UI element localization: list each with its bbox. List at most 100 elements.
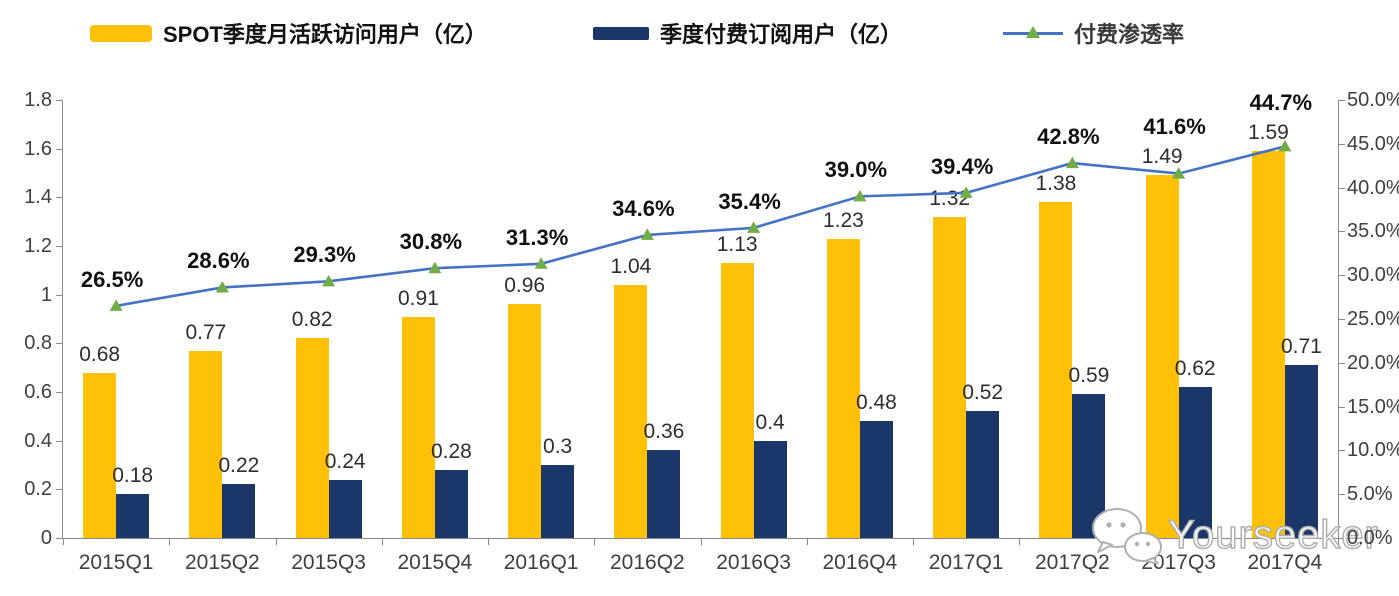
wechat-icon <box>1092 508 1162 564</box>
x-axis-category-label: 2015Q4 <box>397 551 473 574</box>
legend-item-mau: SPOT季度月活跃访问用户（亿） <box>90 18 487 48</box>
label-penetration-2016Q2: 34.6% <box>612 195 675 221</box>
right-axis-tick-label: 20.0% <box>1347 351 1399 374</box>
x-axis-tick <box>275 539 277 545</box>
left-axis-tick <box>56 538 62 539</box>
right-axis-tick <box>1339 275 1345 277</box>
label-mau-2015Q1: 0.68 <box>79 342 121 366</box>
penetration-line <box>109 139 1292 311</box>
label-mau-2016Q3: 1.13 <box>716 233 758 257</box>
bar-mau-2017Q2 <box>1039 202 1073 538</box>
penetration-marker-2017Q1 <box>959 186 973 198</box>
x-axis-category-label: 2015Q3 <box>291 551 366 574</box>
bar-mau-2017Q3 <box>1145 175 1179 538</box>
x-axis-tick <box>700 539 702 545</box>
left-axis-tick <box>56 440 62 442</box>
label-penetration-2016Q4: 39.0% <box>824 157 888 183</box>
watermark-text: Yourseeker <box>1167 512 1379 558</box>
left-axis-tick <box>56 392 62 393</box>
x-axis-category-label: 2017Q2 <box>1035 551 1110 574</box>
label-subs-2015Q1: 0.18 <box>112 464 154 488</box>
label-penetration-2017Q3: 41.6% <box>1143 114 1206 140</box>
right-axis-tick-label: 40.0% <box>1347 176 1399 199</box>
label-mau-2016Q1: 0.96 <box>504 274 546 298</box>
penetration-marker-2015Q1 <box>109 299 123 311</box>
x-axis-category-label: 2017Q4 <box>1247 551 1323 574</box>
label-mau-2017Q4: 1.59 <box>1247 121 1289 145</box>
right-axis-tick-label: 5.0% <box>1347 483 1393 506</box>
right-axis-tick <box>1339 143 1345 145</box>
penetration-marker-2015Q2 <box>215 280 229 293</box>
triangle-marker-icon <box>1026 26 1040 38</box>
label-subs-2016Q2: 0.36 <box>643 420 685 444</box>
bar-subs-2016Q3 <box>753 440 787 538</box>
label-penetration-2015Q4: 30.8% <box>399 229 463 255</box>
label-mau-2015Q2: 0.77 <box>185 320 227 344</box>
left-axis-tick-label: 0 <box>40 527 52 549</box>
bar-mau-2015Q3 <box>295 338 329 538</box>
bar-subs-2015Q4 <box>434 469 468 538</box>
bar-mau-2017Q1 <box>933 216 967 538</box>
bar-subs-2015Q1 <box>116 494 150 538</box>
right-axis-tick <box>1339 362 1345 364</box>
x-axis-tick <box>913 539 914 545</box>
bar-subs-2015Q3 <box>328 479 362 538</box>
penetration-marker-2015Q3 <box>322 274 336 287</box>
label-subs-2015Q2: 0.22 <box>218 454 260 478</box>
x-axis-tick <box>1019 539 1021 545</box>
x-axis-tick <box>488 539 489 545</box>
legend-label-mau: SPOT季度月活跃访问用户（亿） <box>163 22 487 47</box>
label-mau-2015Q3: 0.82 <box>291 308 333 332</box>
label-mau-2017Q2: 1.38 <box>1035 172 1077 196</box>
right-axis-tick <box>1339 450 1345 452</box>
penetration-marker-2017Q2 <box>1065 156 1079 169</box>
right-axis-tick-label: 10.0% <box>1347 439 1399 462</box>
legend-label-subs: 季度付费订阅用户（亿） <box>660 22 903 47</box>
legend-swatch-subs <box>593 26 649 40</box>
bar-mau-2017Q4 <box>1251 151 1285 538</box>
left-axis-tick-label: 1 <box>40 283 52 306</box>
left-axis-tick-label: 0.2 <box>24 478 52 501</box>
bar-subs-2016Q1 <box>541 465 575 538</box>
penetration-marker-2016Q3 <box>747 221 761 233</box>
bar-mau-2016Q4 <box>826 238 860 538</box>
bottom-axis-line <box>62 538 1339 539</box>
penetration-marker-2017Q3 <box>1172 167 1186 179</box>
bar-mau-2015Q2 <box>189 350 223 538</box>
label-subs-2017Q2: 0.59 <box>1068 364 1110 388</box>
left-axis-tick <box>56 197 62 199</box>
x-axis-category-label: 2015Q2 <box>185 551 260 574</box>
x-axis-tick <box>806 539 808 545</box>
label-mau-2016Q2: 1.04 <box>610 254 652 278</box>
label-mau-2016Q4: 1.23 <box>822 208 864 232</box>
label-penetration-2017Q2: 42.8% <box>1037 124 1100 150</box>
x-axis-category-label: 2016Q1 <box>503 551 579 574</box>
label-subs-2016Q4: 0.48 <box>855 391 897 415</box>
bar-subs-2015Q2 <box>222 484 256 538</box>
bar-subs-2017Q4 <box>1284 365 1318 538</box>
left-axis-tick <box>56 100 62 101</box>
x-axis-category-label: 2015Q1 <box>78 551 154 574</box>
penetration-marker-2016Q2 <box>640 228 654 240</box>
x-axis-tick <box>381 539 383 545</box>
x-axis-category-label: 2016Q4 <box>822 551 898 574</box>
label-subs-2017Q1: 0.52 <box>962 381 1004 405</box>
x-axis-category-label: 2017Q3 <box>1141 551 1216 574</box>
left-axis-tick <box>56 489 62 491</box>
legend-line-marker-icon <box>1003 25 1063 41</box>
penetration-line-path <box>115 145 1286 308</box>
label-subs-2017Q4: 0.71 <box>1280 335 1322 359</box>
left-axis-line <box>62 100 63 539</box>
label-mau-2017Q3: 1.49 <box>1141 145 1183 169</box>
x-axis-category-label: 2016Q2 <box>610 551 685 574</box>
bar-subs-2017Q1 <box>966 411 1000 538</box>
x-axis-tick <box>1231 539 1233 545</box>
penetration-marker-2015Q4 <box>428 261 442 274</box>
x-axis-tick <box>63 539 64 545</box>
right-axis-tick <box>1339 406 1345 408</box>
left-axis-tick-label: 1.8 <box>24 89 52 111</box>
right-axis-tick-label: 0.0% <box>1347 527 1393 549</box>
legend-label-penetration: 付费渗透率 <box>1074 22 1185 47</box>
left-axis-tick <box>56 148 62 150</box>
